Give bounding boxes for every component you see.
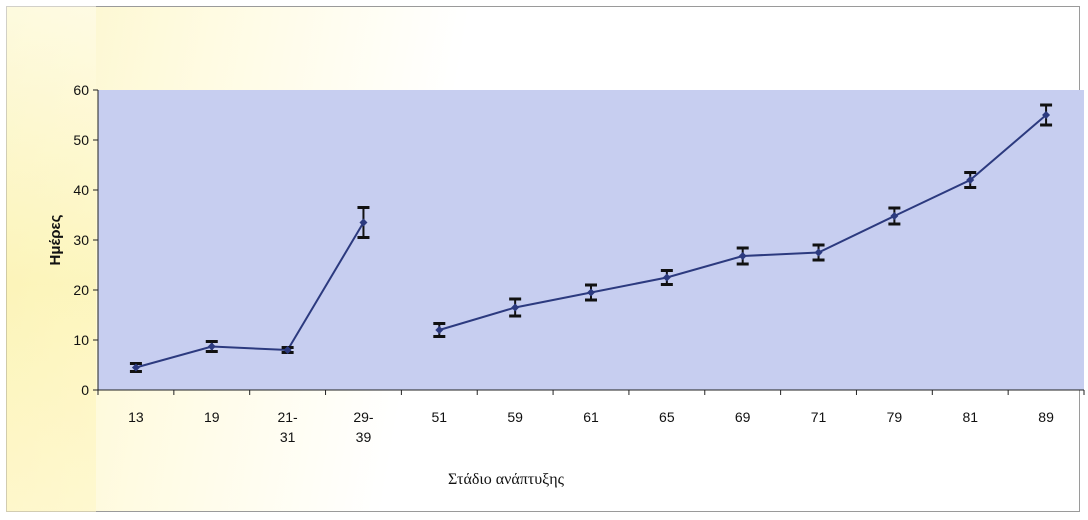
data-point xyxy=(359,218,368,227)
x-tick-label: 71 xyxy=(811,409,827,425)
x-axis-title: Στάδιο ανάπτυξης xyxy=(448,471,565,488)
plot-area xyxy=(98,90,1084,390)
series-line xyxy=(135,221,365,369)
x-tick-label: 19 xyxy=(204,409,220,425)
y-axis-title: Ημέρες xyxy=(47,214,64,265)
y-tick-label: 60 xyxy=(73,82,89,98)
x-tick-label: 51 xyxy=(432,409,448,425)
data-point xyxy=(738,252,747,260)
x-tick-label: 13 xyxy=(128,409,144,425)
data-point xyxy=(587,288,595,297)
x-tick-label: 59 xyxy=(507,409,523,425)
x-tick-label: 29-39 xyxy=(353,409,374,445)
x-tick-label: 81 xyxy=(962,409,978,425)
data-point xyxy=(814,248,823,257)
data-point xyxy=(207,342,216,351)
series-layer xyxy=(129,103,1053,373)
data-point xyxy=(131,363,140,372)
data-point xyxy=(435,326,444,334)
x-tick-label: 65 xyxy=(659,409,675,425)
data-point xyxy=(890,212,899,220)
data-point xyxy=(662,273,671,282)
y-tick-label: 50 xyxy=(73,132,89,148)
data-point xyxy=(1042,111,1051,119)
y-tick-label: 20 xyxy=(73,282,89,298)
y-tick-label: 0 xyxy=(81,382,89,398)
x-ticks: 13 19 21-31 29-39 51 59 61 65 69 71 79 81 89 xyxy=(97,390,1085,445)
x-tick-label: 21-31 xyxy=(277,409,298,445)
y-ticks: 0 10 20 30 40 50 60 xyxy=(73,82,98,398)
data-point xyxy=(966,176,975,184)
data-point xyxy=(511,303,520,312)
y-tick-label: 40 xyxy=(73,182,89,198)
data-point xyxy=(283,346,292,354)
x-tick-label: 69 xyxy=(735,409,751,425)
y-tick-label: 10 xyxy=(73,332,89,348)
frame-shade xyxy=(6,6,96,512)
x-tick-label: 61 xyxy=(583,409,599,425)
x-tick-label: 89 xyxy=(1038,409,1054,425)
y-tick-label: 30 xyxy=(73,232,89,248)
x-tick-label: 79 xyxy=(887,409,903,425)
